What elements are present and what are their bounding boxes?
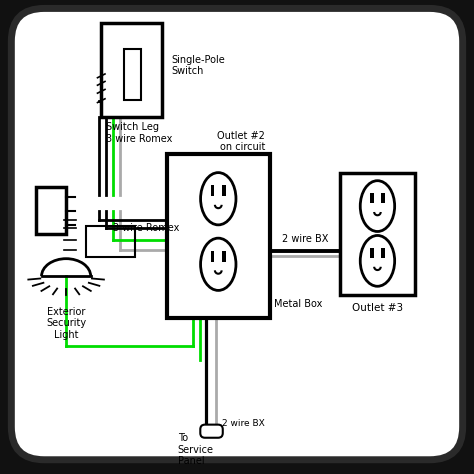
Ellipse shape [360,181,395,231]
Text: Outlet #3: Outlet #3 [352,303,403,313]
FancyBboxPatch shape [11,9,463,460]
FancyBboxPatch shape [167,155,270,319]
FancyBboxPatch shape [370,248,374,258]
Text: 2 wire BX: 2 wire BX [282,234,328,244]
FancyBboxPatch shape [101,23,162,117]
Text: Single-Pole
Switch: Single-Pole Switch [172,55,225,76]
Ellipse shape [201,173,236,225]
FancyBboxPatch shape [340,173,415,295]
Text: Outlet #2
on circuit: Outlet #2 on circuit [217,130,265,152]
FancyBboxPatch shape [370,193,374,203]
FancyBboxPatch shape [382,193,385,203]
FancyBboxPatch shape [222,251,226,262]
Text: Metal Box: Metal Box [274,299,323,310]
FancyBboxPatch shape [201,425,223,438]
Ellipse shape [360,236,395,286]
Text: Switch Leg
3 wire Romex: Switch Leg 3 wire Romex [106,122,172,144]
FancyBboxPatch shape [211,251,214,262]
Text: 2 wire BX: 2 wire BX [222,419,264,428]
FancyBboxPatch shape [124,49,141,100]
Text: To
Service
Panel: To Service Panel [178,433,214,466]
FancyBboxPatch shape [222,185,226,196]
Text: 3 wire Romex: 3 wire Romex [113,223,179,233]
FancyBboxPatch shape [382,248,385,258]
Text: Exterior
Security
Light: Exterior Security Light [46,307,86,340]
FancyBboxPatch shape [211,185,214,196]
FancyBboxPatch shape [36,187,66,234]
Ellipse shape [201,238,236,291]
